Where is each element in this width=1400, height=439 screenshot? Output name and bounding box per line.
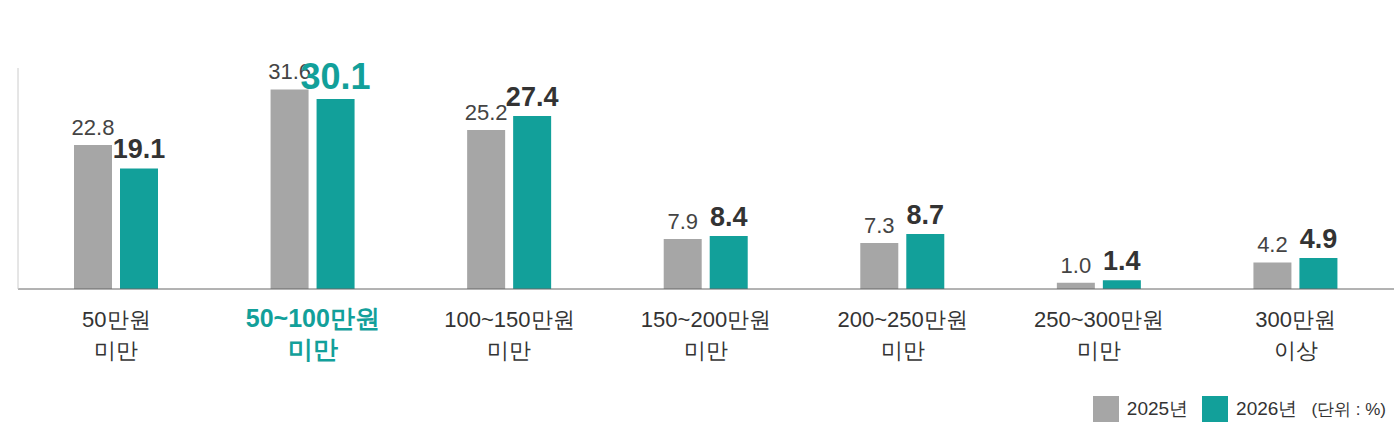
- svg-text:25.2: 25.2: [465, 100, 508, 125]
- svg-text:50만원미만: 50만원미만: [82, 307, 150, 363]
- html-text:(단위 : %): (단위 : %): [1311, 399, 1386, 419]
- svg-text:27.4: 27.4: [506, 82, 559, 112]
- svg-text:250~300만원미만: 250~300만원미만: [1034, 307, 1164, 363]
- svg-text:150~200만원미만: 150~200만원미만: [641, 307, 771, 363]
- svg-text:100~150만원미만: 100~150만원미만: [444, 307, 574, 363]
- svg-text:7.3: 7.3: [864, 213, 895, 238]
- svg-text:1.0: 1.0: [1061, 253, 1092, 278]
- svg-text:31.6: 31.6: [268, 59, 311, 85]
- svg-text:8.4: 8.4: [710, 202, 748, 232]
- svg-text:4.2: 4.2: [1257, 232, 1288, 257]
- html-text:2026년: 2026년: [1236, 398, 1298, 419]
- svg-text:1.4: 1.4: [1103, 246, 1141, 276]
- svg-text:300만원이상: 300만원이상: [1255, 307, 1336, 363]
- svg-text:50~100만원미만: 50~100만원미만: [246, 304, 380, 363]
- svg-text:7.9: 7.9: [667, 209, 698, 234]
- svg-text:19.1: 19.1: [113, 134, 166, 164]
- svg-text:8.7: 8.7: [907, 200, 945, 230]
- svg-text:4.9: 4.9: [1300, 224, 1338, 254]
- svg-text:22.8: 22.8: [72, 115, 115, 140]
- svg-text:30.1: 30.1: [301, 56, 371, 97]
- svg-text:200~250만원미만: 200~250만원미만: [837, 307, 967, 363]
- html-text:2025년: 2025년: [1126, 398, 1189, 419]
